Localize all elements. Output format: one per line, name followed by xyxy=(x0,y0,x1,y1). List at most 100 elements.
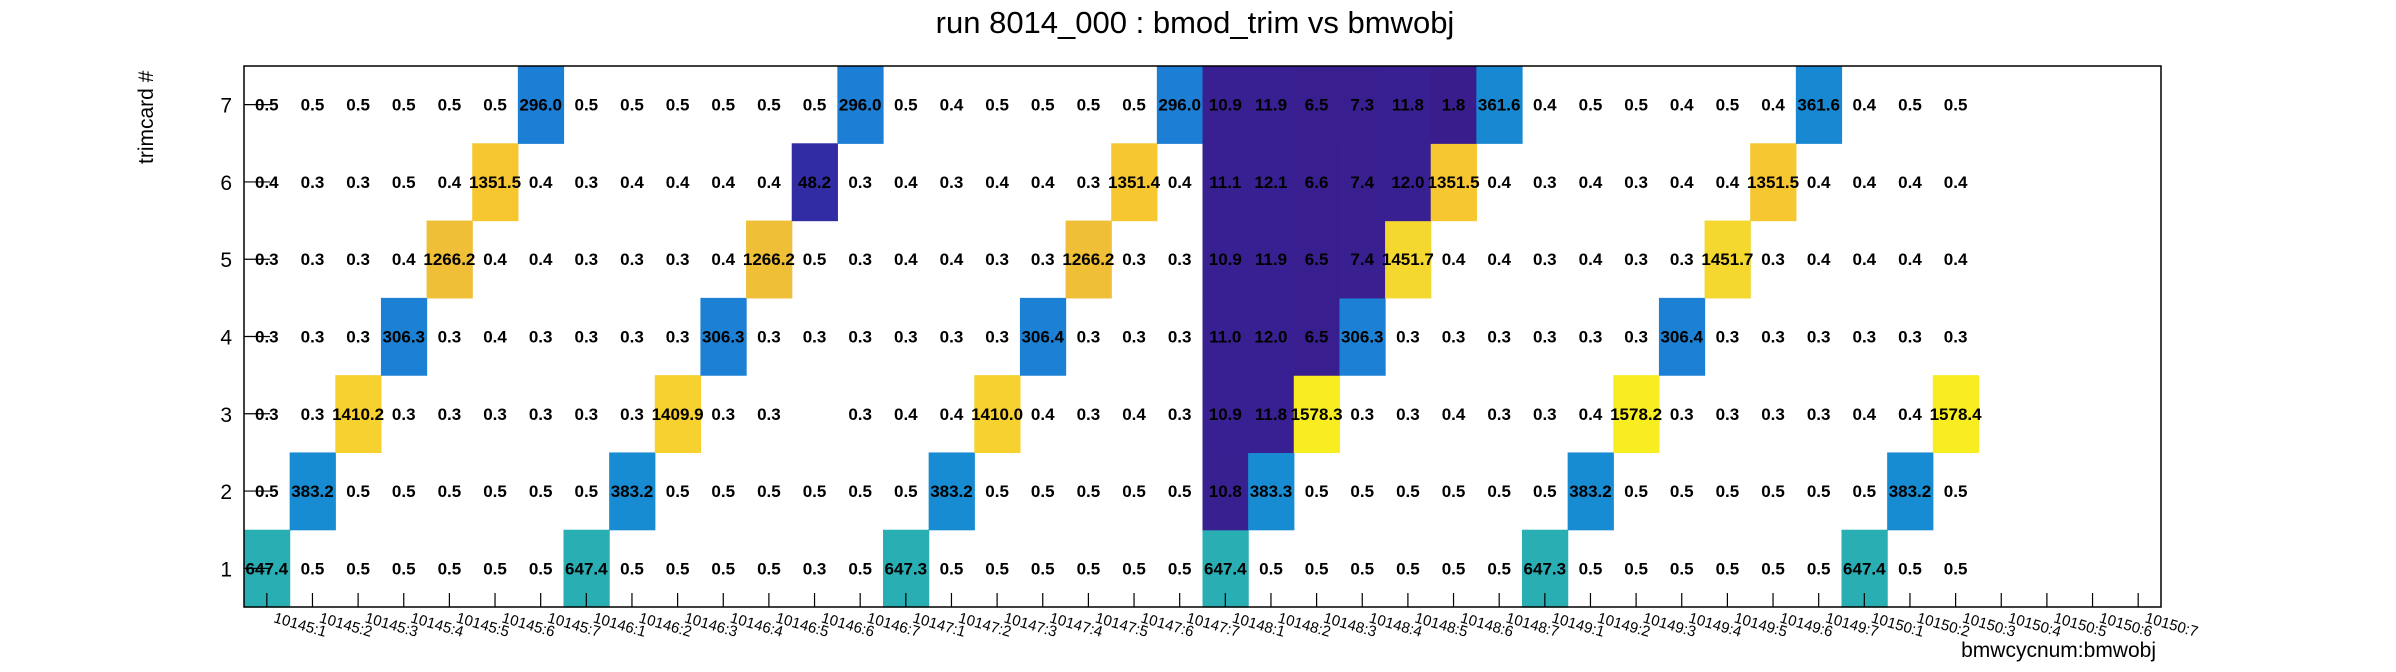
cell-value-label: 0.5 xyxy=(1853,482,1877,501)
cell-value-label: 306.3 xyxy=(702,328,745,347)
cell-value-label: 0.5 xyxy=(1122,96,1146,115)
y-tick-label: 1 xyxy=(220,558,232,581)
cell-value-label: 0.3 xyxy=(1533,250,1557,269)
heatmap-cell xyxy=(1658,297,1706,376)
cell-value-label: 1451.7 xyxy=(1382,250,1434,269)
cell-value-label: 0.4 xyxy=(1944,173,1968,192)
cell-value-label: 0.4 xyxy=(894,173,918,192)
cell-value-label: 0.4 xyxy=(1122,405,1146,424)
cell-value-label: 0.3 xyxy=(1533,173,1557,192)
cell-value-label: 0.3 xyxy=(1624,250,1648,269)
heatmap-cell xyxy=(380,297,428,376)
cell-value-label: 0.4 xyxy=(757,173,781,192)
cell-value-label: 0.5 xyxy=(1624,559,1648,578)
cell-value-label: 0.5 xyxy=(1168,559,1192,578)
cell-value-label: 0.4 xyxy=(1853,173,1877,192)
cell-value-label: 0.5 xyxy=(1487,482,1511,501)
cell-value-label: 1451.7 xyxy=(1701,250,1753,269)
cell-value-label: 0.4 xyxy=(1761,96,1785,115)
cell-value-label: 0.3 xyxy=(1716,405,1740,424)
cell-value-label: 0.5 xyxy=(1305,559,1329,578)
cell-value-label: 296.0 xyxy=(839,96,882,115)
cell-value-label: 10.9 xyxy=(1209,96,1242,115)
cell-value-label: 0.3 xyxy=(1579,328,1603,347)
cell-value-label: 11.9 xyxy=(1255,250,1287,269)
cell-value-label: 306.3 xyxy=(382,328,425,347)
cell-value-label: 0.5 xyxy=(1624,96,1648,115)
cell-value-label: 0.5 xyxy=(1396,482,1420,501)
cell-value-label: 0.5 xyxy=(803,482,827,501)
cell-value-label: 0.5 xyxy=(1077,482,1101,501)
cell-value-label: 0.5 xyxy=(1396,559,1420,578)
cell-value-label: 0.4 xyxy=(529,250,553,269)
heatmap-cells: 647.4 0.5 0.5 0.5 0.5 0.5 0.5 647.4 0.5 0.5 0.5 0.5… xyxy=(244,66,1982,608)
cell-value-label: 0.3 xyxy=(620,405,644,424)
cell-value-label: 1266.2 xyxy=(743,250,795,269)
cell-value-label: 0.5 xyxy=(711,482,735,501)
cell-value-label: 0.5 xyxy=(757,559,781,578)
cell-value-label: 0.3 xyxy=(301,405,325,424)
heatmap-cell xyxy=(1430,66,1477,144)
cell-value-label: 0.4 xyxy=(392,250,416,269)
cell-value-label: 0.4 xyxy=(894,250,918,269)
cell-value-label: 1351.4 xyxy=(1108,173,1161,192)
cell-value-label: 0.5 xyxy=(1442,559,1466,578)
cell-value-label: 361.6 xyxy=(1797,96,1840,115)
cell-value-label: 647.4 xyxy=(1843,559,1886,578)
cell-value-label: 0.5 xyxy=(1122,559,1146,578)
cell-value-label: 0.3 xyxy=(1807,328,1831,347)
cell-value-label: 0.3 xyxy=(575,328,599,347)
cell-value-label: 0.5 xyxy=(711,559,735,578)
cell-value-label: 0.5 xyxy=(1487,559,1511,578)
heatmap-cell xyxy=(1704,220,1751,299)
cell-value-label: 0.4 xyxy=(1031,405,1055,424)
cell-value-label: 0.3 xyxy=(529,328,553,347)
cell-value-label: 0.5 xyxy=(1807,482,1831,501)
cell-value-label: 0.3 xyxy=(1716,328,1740,347)
heatmap-cell xyxy=(791,143,838,222)
cell-value-label: 0.5 xyxy=(1716,482,1740,501)
y-tick-label: 2 xyxy=(220,481,232,504)
cell-value-label: 10.8 xyxy=(1209,482,1242,501)
heatmap-cell xyxy=(335,375,382,454)
cell-value-label: 0.5 xyxy=(894,482,918,501)
cell-value-label: 0.5 xyxy=(1259,559,1283,578)
cell-value-label: 0.5 xyxy=(1122,482,1146,501)
cell-value-label: 0.3 xyxy=(346,250,370,269)
heatmap-cell xyxy=(1019,297,1067,376)
cell-value-label: 6.5 xyxy=(1305,96,1329,115)
cell-value-label: 0.3 xyxy=(1122,328,1146,347)
y-tick-label: 5 xyxy=(220,249,232,272)
cell-value-label: 0.5 xyxy=(985,559,1009,578)
cell-value-label: 0.4 xyxy=(711,250,735,269)
cell-value-label: 1266.2 xyxy=(1062,250,1114,269)
heatmap-cell xyxy=(472,143,519,222)
cell-value-label: 6.5 xyxy=(1305,250,1329,269)
cell-value-label: 0.3 xyxy=(1168,405,1192,424)
heatmap-cell xyxy=(1339,143,1386,222)
cell-value-label: 0.5 xyxy=(483,96,507,115)
heatmap-cell xyxy=(654,375,702,454)
cell-value-label: 0.4 xyxy=(1442,405,1466,424)
heatmap-cell xyxy=(1293,297,1341,376)
cell-value-label: 0.4 xyxy=(1487,250,1511,269)
cell-value-label: 0.3 xyxy=(1168,328,1192,347)
cell-value-label: 0.4 xyxy=(1898,250,1922,269)
cell-value-label: 0.5 xyxy=(1533,482,1557,501)
cell-value-label: 0.5 xyxy=(1077,559,1101,578)
cell-value-label: 0.3 xyxy=(1350,405,1374,424)
cell-value-label: 1266.2 xyxy=(423,250,475,269)
cell-value-label: 0.5 xyxy=(985,96,1009,115)
cell-value-label: 10.9 xyxy=(1209,405,1242,424)
cell-value-label: 0.5 xyxy=(301,559,325,578)
cell-value-label: 0.4 xyxy=(1853,96,1877,115)
heatmap-cell xyxy=(1887,452,1934,531)
cell-value-label: 0.3 xyxy=(529,405,553,424)
cell-value-label: 306.4 xyxy=(1021,328,1064,347)
cell-value-label: 0.5 xyxy=(803,96,827,115)
cell-value-label: 647.4 xyxy=(1204,559,1247,578)
cell-value-label: 10.9 xyxy=(1209,250,1242,269)
cell-value-label: 0.3 xyxy=(940,328,964,347)
heatmap-cell xyxy=(1293,66,1341,144)
cell-value-label: 0.3 xyxy=(1807,405,1831,424)
